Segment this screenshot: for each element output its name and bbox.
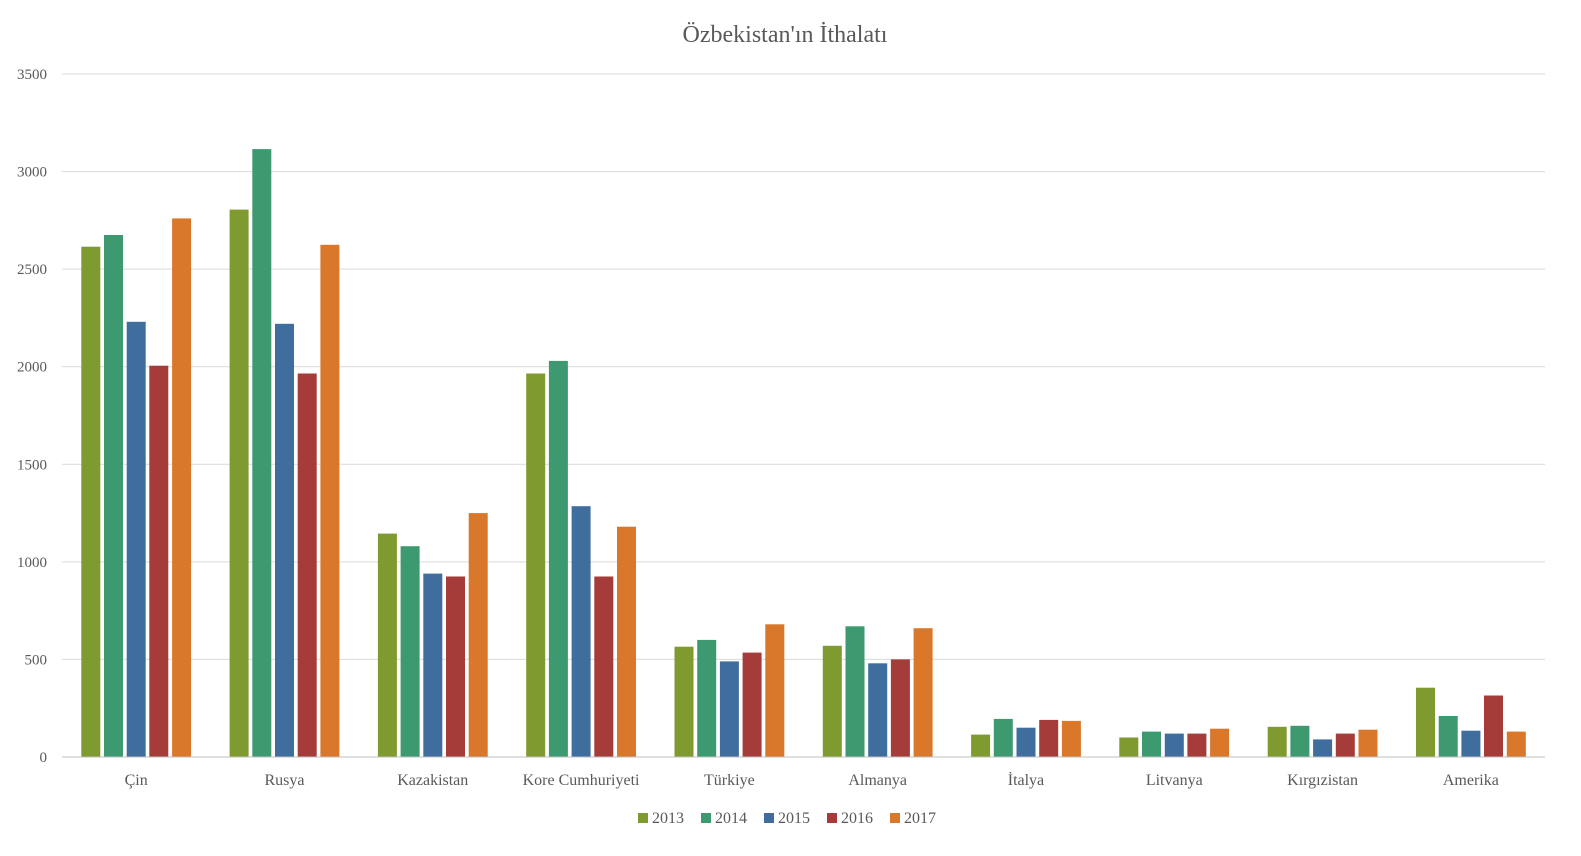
bar-2015	[868, 663, 888, 757]
legend-swatch-2017	[890, 813, 900, 823]
bar-2017	[1210, 728, 1230, 757]
legend-label: 2016	[841, 810, 873, 827]
legend-swatch-2014	[701, 813, 711, 823]
bar-2013	[971, 734, 991, 757]
bar-2015	[423, 573, 443, 757]
bar-2017	[1358, 729, 1378, 757]
x-category-label: Türkiye	[704, 772, 755, 789]
legend-swatch-2015	[764, 813, 774, 823]
y-tick-label: 3500	[17, 67, 47, 83]
x-category-label: Kırgızistan	[1287, 772, 1358, 789]
bar-2014	[104, 235, 123, 757]
legend: 2013 2014 2015 2016 2017	[638, 810, 936, 827]
x-category-label: Almanya	[848, 772, 907, 789]
y-tick-label: 500	[25, 652, 48, 668]
bar-2017	[172, 218, 192, 757]
y-tick-label: 2000	[17, 360, 47, 376]
bar-2014	[993, 718, 1013, 757]
bar-2013	[674, 646, 694, 757]
legend-label: 2014	[715, 810, 747, 827]
x-category-label: Çin	[125, 772, 148, 789]
bar-2016	[149, 365, 169, 757]
bar-2014	[1142, 731, 1161, 757]
x-category-label: Amerika	[1443, 772, 1499, 789]
y-tick-label: 1000	[17, 555, 47, 571]
bar-2013	[377, 533, 397, 757]
legend-swatch-2016	[827, 813, 837, 823]
bar-2015	[571, 506, 591, 757]
bar-2013	[81, 246, 101, 757]
bar-2013	[526, 373, 546, 757]
bar-2016	[297, 373, 317, 757]
y-tick-label: 3000	[17, 165, 47, 181]
x-category-label: Kore Cumhuriyeti	[523, 772, 640, 789]
bar-2013	[822, 645, 842, 757]
bar-2017	[1061, 720, 1081, 757]
bar-2013	[1119, 737, 1139, 757]
x-category-label: Rusya	[264, 772, 304, 789]
bar-2014	[845, 626, 865, 757]
bar-2017	[320, 244, 340, 758]
bars	[81, 149, 1526, 758]
y-axis-ticks: 0 500 1000 1500 2000 2500 3000 3500	[17, 67, 47, 766]
chart-title: Özbekistan'ın İthalatı	[683, 22, 888, 48]
bar-2015	[1164, 733, 1184, 757]
bar-2015	[126, 321, 146, 757]
bar-2017	[617, 526, 636, 757]
bar-2016	[1039, 719, 1059, 757]
bar-2013	[1267, 726, 1287, 757]
bar-2014	[548, 360, 568, 757]
bar-2014	[400, 546, 420, 757]
bar-2017	[468, 513, 488, 757]
bar-2015	[1461, 730, 1481, 757]
bar-2013	[1416, 687, 1435, 757]
bar-2015	[1313, 739, 1333, 757]
bar-2015	[1016, 727, 1036, 757]
bar-2016	[1484, 695, 1503, 757]
y-tick-label: 2500	[17, 262, 47, 278]
bar-2014	[697, 639, 717, 757]
bar-2017	[1506, 731, 1526, 757]
legend-label: 2015	[778, 810, 810, 827]
bar-2013	[229, 209, 249, 758]
legend-swatch-2013	[638, 813, 648, 823]
bar-2015	[275, 323, 294, 757]
x-category-label: Litvanya	[1146, 772, 1203, 789]
bar-2016	[1335, 733, 1355, 757]
bar-2016	[742, 652, 762, 757]
bar-2016	[1187, 733, 1207, 757]
bar-2016	[446, 576, 465, 757]
bar-2014	[1438, 716, 1458, 757]
x-category-label: Kazakistan	[397, 772, 468, 789]
bar-2016	[594, 576, 614, 757]
bar-2017	[913, 628, 933, 757]
legend-label: 2017	[904, 810, 936, 827]
y-tick-label: 1500	[17, 457, 47, 473]
y-tick-label: 0	[40, 750, 48, 766]
bar-2017	[765, 624, 785, 757]
x-axis-categories: Çin Rusya Kazakistan Kore Cumhuriyeti Türkiy…	[125, 771, 1499, 789]
bar-2014	[252, 149, 272, 758]
bar-2015	[719, 661, 739, 757]
x-category-label: İtalya	[1008, 771, 1044, 789]
legend-label: 2013	[652, 810, 684, 827]
bar-2014	[1290, 725, 1310, 757]
bar-2016	[890, 659, 910, 757]
